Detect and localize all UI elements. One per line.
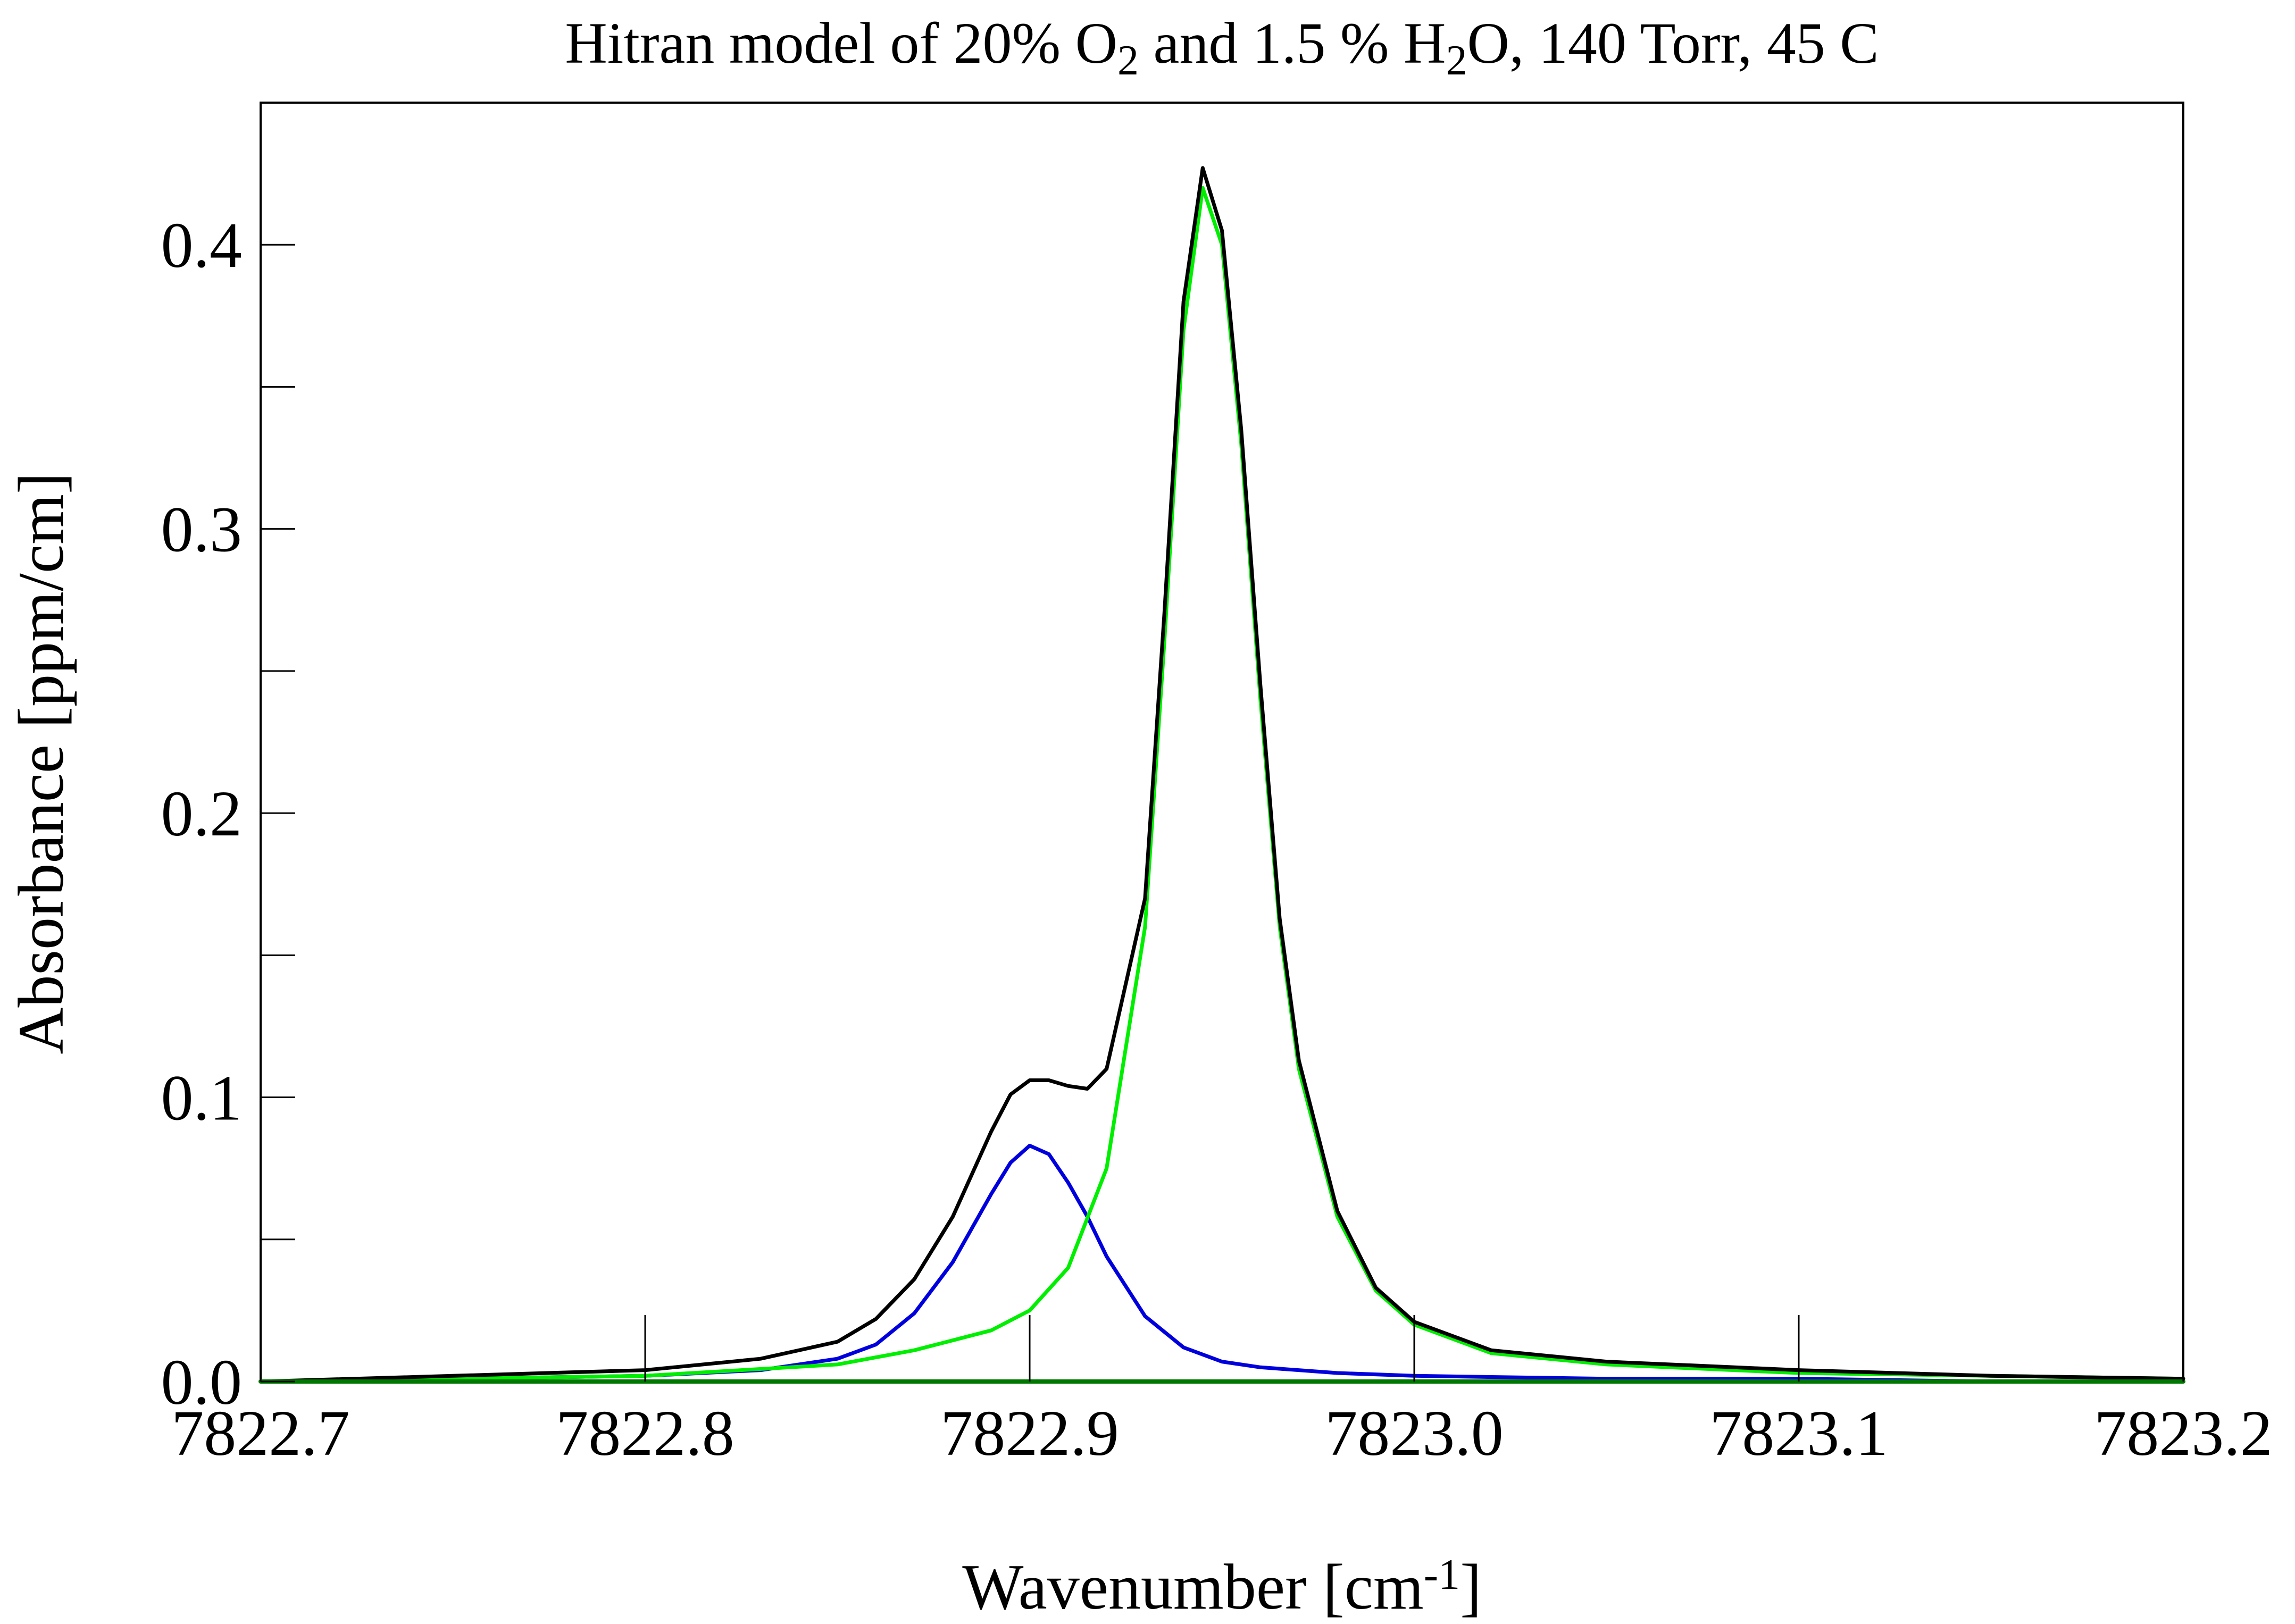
plot-frame — [260, 102, 2184, 1383]
chart-title-part: Hitran model of 20% O — [565, 11, 1117, 76]
y-tick-label: 0.1 — [161, 1062, 243, 1134]
x-tick-label: 7822.9 — [940, 1397, 1119, 1469]
y-tick-label: 0.4 — [161, 210, 243, 281]
chart-title-group: Hitran model of 20% O2 and 1.5 % H2O, 14… — [565, 11, 1879, 84]
series-line-3 — [258, 166, 2185, 1384]
x-tick-label: 7823.2 — [2094, 1397, 2273, 1469]
chart-title-part: O, 140 Torr, 45 C — [1467, 11, 1879, 76]
y-tick-label: 0.2 — [161, 778, 243, 850]
x-axis-label-superscript: -1 — [1424, 1550, 1460, 1598]
y-tick-label: 0.0 — [161, 1346, 243, 1418]
y-tick-label: 0.3 — [161, 494, 243, 566]
x-tick-label: 7822.8 — [556, 1397, 735, 1469]
chart-title: Hitran model of 20% O2 and 1.5 % H2O, 14… — [565, 11, 1879, 84]
plot-frame-group — [260, 102, 2184, 1383]
chart-title-part: and 1.5 % H — [1139, 11, 1446, 76]
x-axis-label-base: Wavenumber [cm — [962, 1551, 1424, 1623]
ticks-group — [260, 244, 2184, 1383]
x-tick-label: 7823.0 — [1325, 1397, 1504, 1469]
y-axis-label: Absorbance [ppm/cm] — [5, 472, 77, 1054]
chart-title-subscript: 2 — [1446, 37, 1467, 84]
x-tick-label: 7823.1 — [1709, 1397, 1888, 1469]
chart-title-subscript: 2 — [1117, 37, 1139, 84]
labels-group: 7822.7 7822.8 7822.9 7823.0 7823.1 7823.2 0.0 0… — [5, 210, 2273, 1623]
series-line-2 — [258, 186, 2185, 1384]
series-group — [258, 166, 2185, 1384]
series-line-1 — [258, 1143, 2185, 1384]
x-axis-label-tail: ] — [1460, 1551, 1482, 1623]
x-axis-label: Wavenumber [cm-1] — [962, 1550, 1481, 1623]
x-tick-label: 7822.7 — [171, 1397, 350, 1469]
